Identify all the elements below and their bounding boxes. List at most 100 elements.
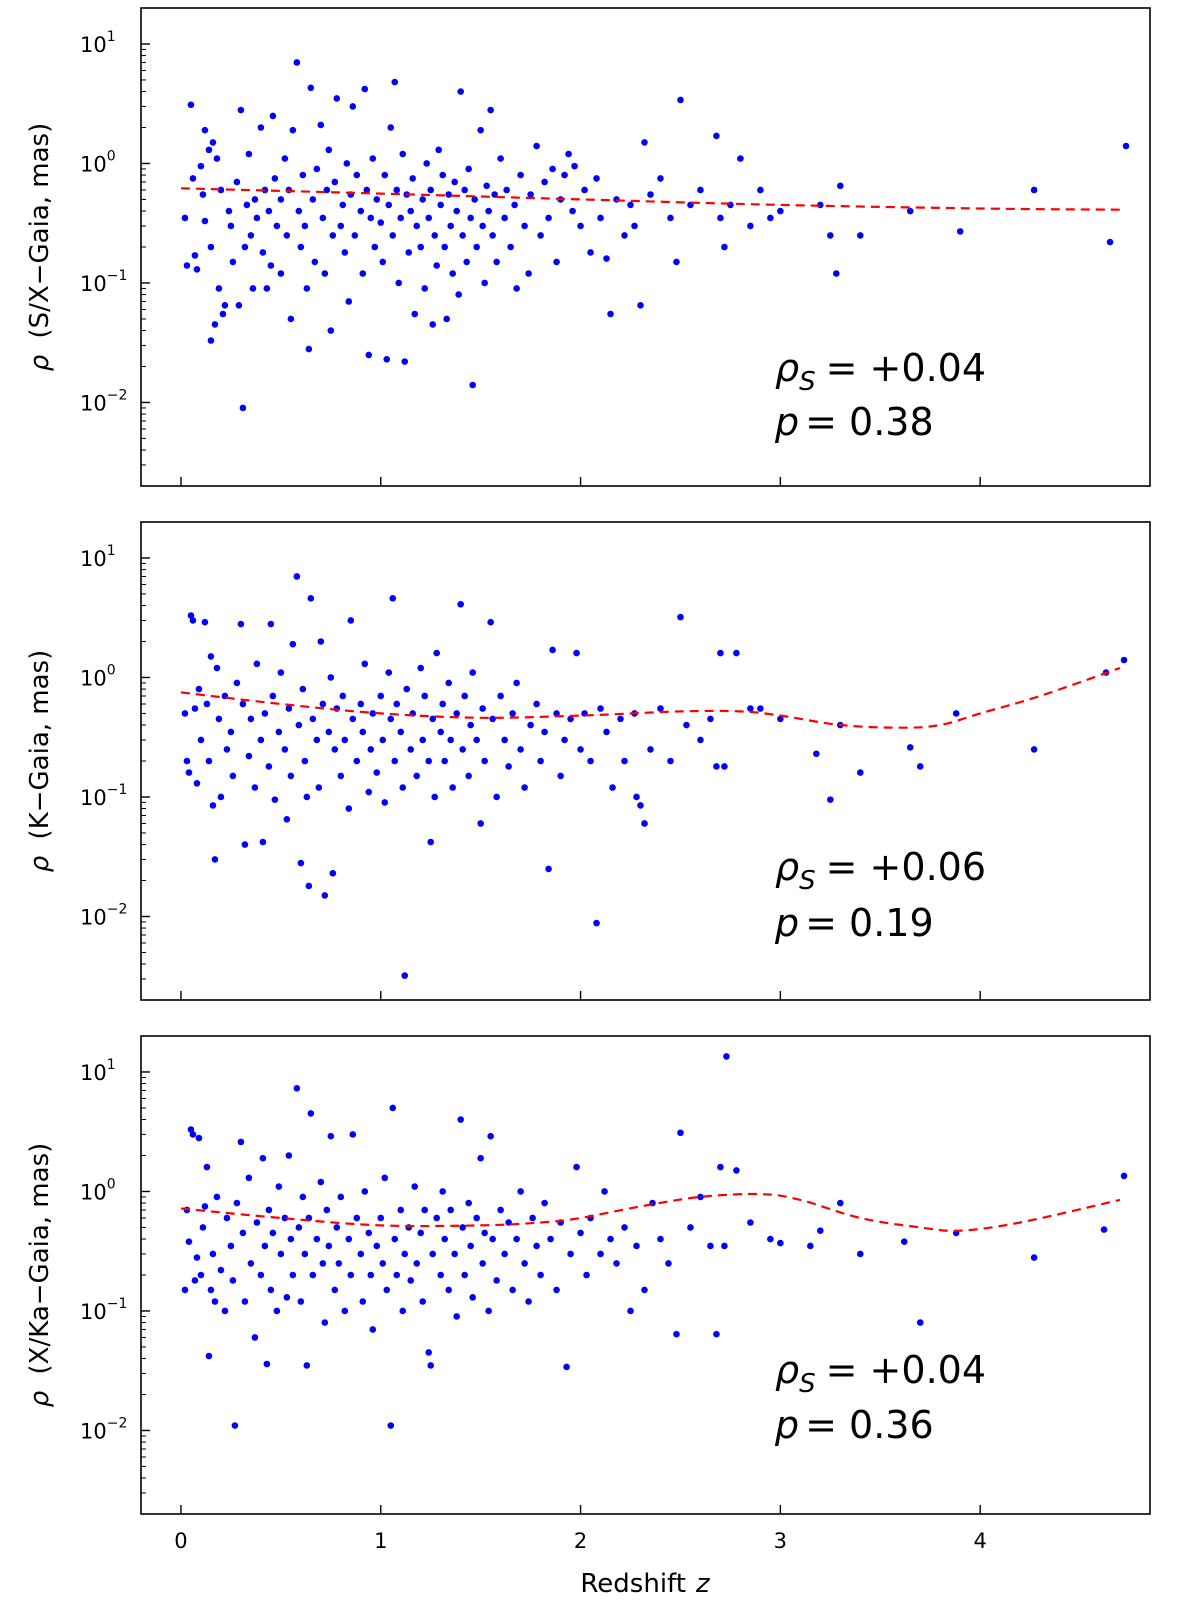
data-point <box>487 1132 494 1140</box>
trend-line <box>180 1192 1121 1232</box>
data-point <box>327 674 335 681</box>
data-point <box>1120 1172 1128 1180</box>
y-axis-title: ρ (S/X−Gaia, mas) <box>25 123 55 372</box>
data-point <box>501 1250 508 1258</box>
data-point <box>1030 746 1038 753</box>
data-point <box>379 736 387 744</box>
data-point <box>319 1260 327 1267</box>
data-point <box>391 757 399 765</box>
data-point <box>317 638 325 645</box>
data-point <box>521 784 528 791</box>
data-point <box>429 321 437 328</box>
y-tick-label: 100 <box>80 662 116 690</box>
data-point <box>657 1235 664 1243</box>
rho-subscript: S <box>799 1369 816 1399</box>
y-tick-base: 10 <box>80 272 107 296</box>
y-tick-label: 10−1 <box>80 268 127 296</box>
data-point <box>583 1271 590 1279</box>
data-point <box>275 1183 283 1190</box>
x-axis-tick-labels: 0 1 2 3 4 <box>174 1529 987 1553</box>
data-point <box>203 700 211 708</box>
data-point <box>381 799 389 806</box>
data-point <box>401 1250 409 1258</box>
data-point <box>837 182 844 190</box>
x-tick-label: 3 <box>774 1529 787 1553</box>
p-value: p = 0.38 <box>774 400 934 444</box>
p-value-text: = 0.19 <box>805 901 934 945</box>
data-point <box>233 178 241 186</box>
y-tick-label: 101 <box>80 29 116 57</box>
y-tick-base: 10 <box>80 33 107 57</box>
spearman-rho: ρS = +0.04 <box>775 346 986 397</box>
data-point <box>285 1152 293 1159</box>
data-point <box>713 132 720 140</box>
data-point <box>373 769 381 776</box>
data-point <box>601 1188 608 1195</box>
data-point <box>453 1313 460 1320</box>
data-point <box>956 228 964 235</box>
data-point <box>683 721 690 729</box>
data-point <box>247 715 255 723</box>
data-point <box>181 1286 189 1294</box>
data-point <box>225 207 233 215</box>
data-point <box>309 196 317 203</box>
data-point <box>521 222 528 230</box>
data-point <box>617 715 624 723</box>
data-point <box>513 285 520 292</box>
data-point <box>245 150 253 158</box>
data-point <box>407 1277 415 1284</box>
data-point <box>187 612 195 619</box>
data-point <box>571 162 578 170</box>
data-point <box>497 692 504 700</box>
data-point <box>427 186 435 194</box>
data-point <box>697 736 704 744</box>
data-point <box>287 315 295 323</box>
data-point <box>593 175 600 182</box>
data-point <box>837 1199 844 1207</box>
data-point <box>349 103 357 110</box>
x-tick-label: 0 <box>174 1529 187 1553</box>
data-point <box>283 816 291 823</box>
data-point <box>223 746 231 753</box>
y-axis-ticks <box>141 1035 981 1515</box>
data-point <box>297 243 305 251</box>
data-point <box>247 232 255 239</box>
data-point <box>413 222 421 230</box>
data-point <box>393 1271 401 1279</box>
data-point <box>385 201 393 209</box>
data-point <box>369 155 377 162</box>
data-point <box>237 106 245 114</box>
data-point <box>413 772 421 780</box>
data-point <box>227 222 235 230</box>
data-point <box>461 1271 468 1279</box>
data-point <box>193 780 201 787</box>
data-point <box>309 715 317 723</box>
y-tick-exponent: −1 <box>107 1296 128 1312</box>
x-tick-label: 4 <box>973 1529 986 1553</box>
y-tick-exponent: 1 <box>107 29 116 45</box>
y-tick-exponent: −2 <box>107 1415 128 1431</box>
data-point <box>367 746 375 753</box>
data-point <box>473 243 480 251</box>
svg-text:ρ (S/X−Gaia, mas): ρ (S/X−Gaia, mas) <box>25 123 55 372</box>
data-point <box>323 1206 331 1214</box>
data-point <box>407 207 415 215</box>
y-tick-label: 101 <box>80 1057 116 1085</box>
y-tick-label: 10−1 <box>80 782 127 810</box>
p-symbol: p <box>774 400 799 444</box>
data-point <box>211 856 219 863</box>
data-point <box>261 710 269 717</box>
p-value-text: = 0.36 <box>805 1403 934 1447</box>
data-point <box>303 793 311 801</box>
data-point <box>673 1330 680 1338</box>
data-point <box>916 763 924 770</box>
data-point <box>285 705 293 712</box>
data-point <box>587 757 594 765</box>
data-point <box>269 1229 277 1237</box>
data-point <box>327 1132 335 1140</box>
y-axis-title: ρ (X/Ka−Gaia, mas) <box>25 1143 55 1408</box>
data-point <box>289 1271 297 1279</box>
data-point <box>281 1214 289 1222</box>
data-point <box>541 178 548 186</box>
data-point <box>479 705 486 712</box>
